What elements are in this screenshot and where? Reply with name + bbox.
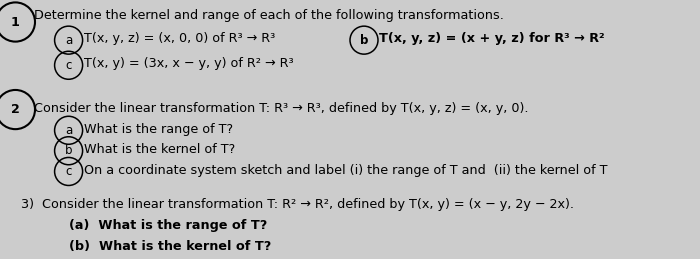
Text: 2: 2 bbox=[11, 103, 20, 116]
Text: a: a bbox=[65, 34, 72, 47]
Text: T(x, y, z) = (x, 0, 0) of R³ → R³: T(x, y, z) = (x, 0, 0) of R³ → R³ bbox=[84, 32, 275, 45]
Text: Consider the linear transformation T: R³ → R³, defined by T(x, y, z) = (x, y, 0): Consider the linear transformation T: R³… bbox=[34, 102, 528, 115]
Text: (a)  What is the range of T?: (a) What is the range of T? bbox=[69, 219, 267, 232]
Text: b: b bbox=[360, 34, 368, 47]
Text: Determine the kernel and range of each of the following transformations.: Determine the kernel and range of each o… bbox=[34, 9, 503, 22]
Text: 3)  Consider the linear transformation T: R² → R², defined by T(x, y) = (x − y, : 3) Consider the linear transformation T:… bbox=[21, 198, 574, 211]
Text: T(x, y, z) = (x + y, z) for R³ → R²: T(x, y, z) = (x + y, z) for R³ → R² bbox=[379, 32, 605, 45]
Text: On a coordinate system sketch and label (i) the range of T and  (ii) the kernel : On a coordinate system sketch and label … bbox=[84, 164, 608, 177]
Text: (b)  What is the kernel of T?: (b) What is the kernel of T? bbox=[69, 240, 271, 253]
Text: b: b bbox=[65, 144, 72, 157]
Text: T(x, y) = (3x, x − y, y) of R² → R³: T(x, y) = (3x, x − y, y) of R² → R³ bbox=[84, 57, 293, 70]
Text: c: c bbox=[65, 59, 72, 72]
Text: 1: 1 bbox=[11, 16, 20, 28]
Text: What is the kernel of T?: What is the kernel of T? bbox=[84, 143, 235, 156]
Text: What is the range of T?: What is the range of T? bbox=[84, 123, 233, 135]
Text: c: c bbox=[65, 165, 72, 178]
Text: a: a bbox=[65, 124, 72, 137]
